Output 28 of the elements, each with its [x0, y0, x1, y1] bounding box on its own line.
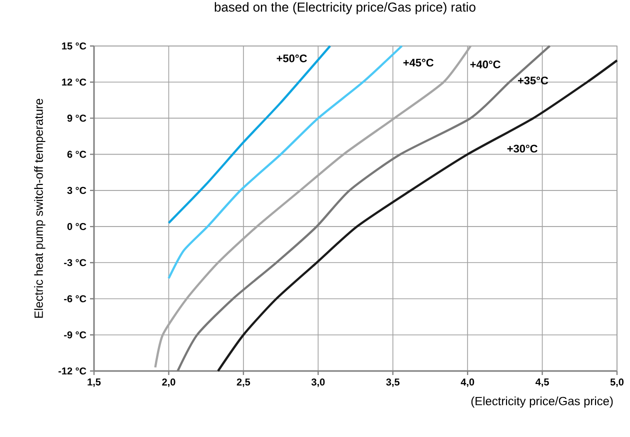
- y-axis-title: Electric heat pump switch-off temperature: [34, 98, 46, 318]
- x-tick-label: 2,5: [236, 378, 250, 388]
- x-tick-label: 3,5: [386, 378, 400, 388]
- y-tick-label: 3 °C: [67, 186, 86, 194]
- y-tick-label: -12 °C: [58, 367, 86, 375]
- x-tick-label: 5,0: [610, 378, 624, 388]
- series-label: +45°C: [403, 58, 434, 67]
- line-series: [168, 44, 332, 224]
- x-tick-label: 3,0: [311, 378, 325, 388]
- x-tick-label: 1,5: [88, 378, 101, 387]
- y-tick-label: -6 °C: [64, 295, 86, 302]
- x-tick-label: 4,0: [460, 378, 474, 388]
- y-tick-label: -3 °C: [64, 259, 86, 266]
- y-tick-label: -9 °C: [64, 331, 86, 338]
- x-axis-title: (Electricity price/Gas price): [471, 396, 613, 408]
- series-label: +40°C: [470, 60, 500, 68]
- series-label: +35°C: [518, 76, 548, 84]
- x-tick-label: 4,5: [536, 378, 549, 387]
- series-label: +50°C: [276, 54, 307, 62]
- y-tick-label: 12 °C: [62, 78, 86, 86]
- series-label: +30°C: [507, 144, 538, 153]
- line-series: [168, 44, 403, 280]
- x-tick-label: 2,0: [162, 378, 176, 388]
- y-tick-label: 0 °C: [67, 223, 86, 230]
- y-tick-label: 9 °C: [67, 114, 86, 122]
- y-tick-label: 15 °C: [62, 42, 86, 50]
- y-tick-label: 6 °C: [67, 150, 86, 158]
- chart-title: based on the (Electricity price/Gas price) ratio: [214, 2, 476, 14]
